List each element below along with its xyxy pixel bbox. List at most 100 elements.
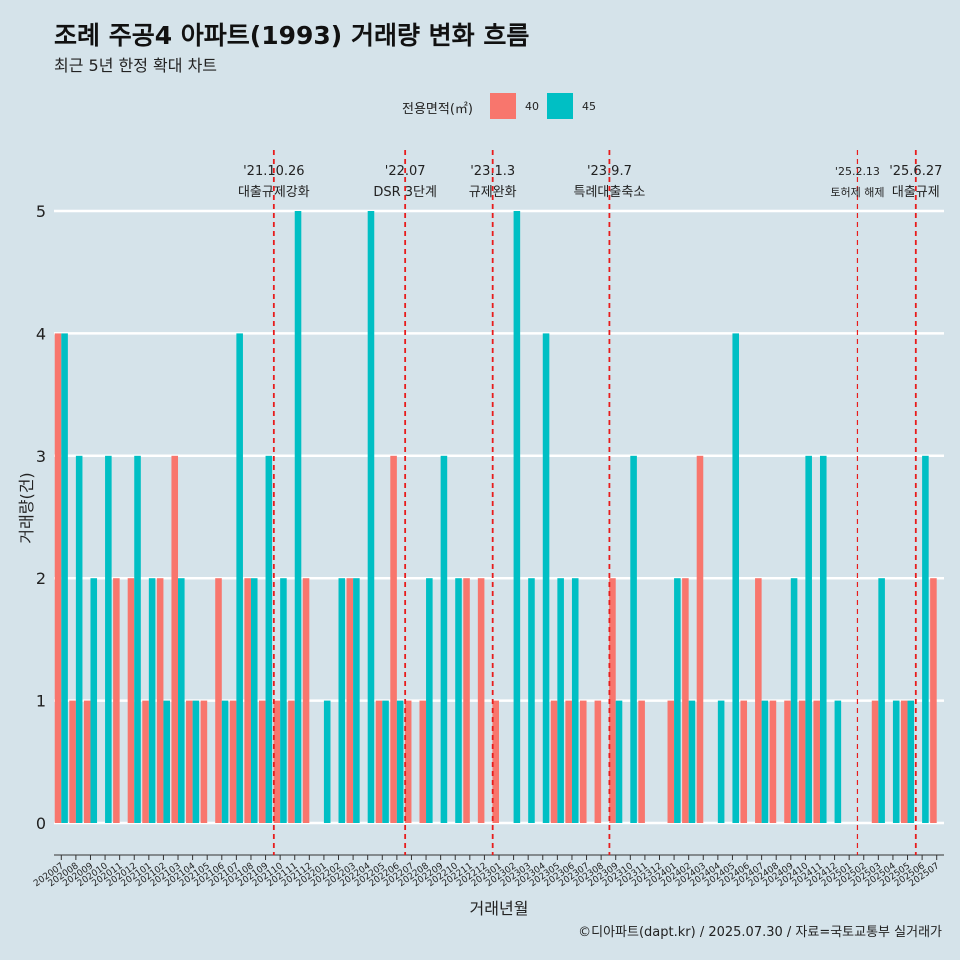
bar-45-202109 bbox=[265, 455, 273, 823]
annotation-date-202309: '23.9.7 bbox=[587, 164, 632, 179]
y-tick-label: 0 bbox=[36, 814, 46, 833]
bar-40-202409 bbox=[784, 700, 791, 823]
bar-40-202009 bbox=[83, 700, 91, 823]
bar-40-202111 bbox=[288, 700, 295, 823]
bar-40-202207 bbox=[404, 700, 412, 823]
legend-label-40: 40 bbox=[525, 100, 539, 113]
bar-40-202403 bbox=[696, 455, 704, 823]
bar-40-202301 bbox=[492, 700, 499, 823]
bar-45-202304 bbox=[542, 333, 550, 823]
annotation-label-202301: 규제완화 bbox=[469, 185, 517, 200]
bar-40-202110 bbox=[273, 700, 281, 823]
bar-45-202008 bbox=[75, 455, 83, 823]
bar-40-202205 bbox=[375, 700, 383, 823]
bar-40-202410 bbox=[798, 700, 806, 823]
y-tick-label: 3 bbox=[36, 447, 46, 466]
bar-40-202109 bbox=[258, 700, 266, 823]
bar-45-202101 bbox=[148, 578, 156, 823]
bar-45-202106 bbox=[221, 700, 229, 823]
bar-40-202306 bbox=[565, 700, 572, 823]
bar-40-202107 bbox=[229, 700, 237, 823]
bar-45-202505 bbox=[907, 700, 915, 823]
bar-45-202305 bbox=[557, 578, 564, 823]
bar-40-202011 bbox=[113, 578, 120, 823]
bar-45-202206 bbox=[396, 700, 404, 823]
bar-45-202203 bbox=[353, 578, 360, 823]
bar-40-202503 bbox=[871, 700, 879, 823]
bar-45-202409 bbox=[790, 578, 798, 823]
bar-40-202206 bbox=[390, 455, 397, 823]
bar-40-202305 bbox=[550, 700, 558, 823]
y-tick-label: 2 bbox=[36, 569, 46, 588]
bar-40-202401 bbox=[667, 700, 675, 823]
legend-title: 전용면적(㎡) bbox=[402, 102, 473, 117]
legend: 전용면적(㎡) 40 45 bbox=[0, 92, 960, 122]
bar-45-202104 bbox=[192, 700, 200, 823]
annotation-date-202207: '22.07 bbox=[385, 164, 426, 179]
bar-45-202208 bbox=[426, 578, 433, 823]
bar-40-202106 bbox=[215, 578, 222, 823]
bar-45-202210 bbox=[455, 578, 462, 823]
bar-45-202111 bbox=[294, 211, 302, 823]
bar-45-202309 bbox=[615, 700, 623, 823]
bar-40-202104 bbox=[186, 700, 193, 823]
bar-45-202402 bbox=[688, 700, 696, 823]
bar-45-202410 bbox=[805, 455, 812, 823]
bar-45-202201 bbox=[323, 700, 331, 823]
y-tick-label: 4 bbox=[36, 324, 46, 343]
annotation-label-202506: 대출규제 bbox=[892, 185, 940, 200]
bar-40-202212 bbox=[477, 578, 485, 823]
bar-40-202008 bbox=[69, 700, 76, 823]
bar-40-202101 bbox=[142, 700, 149, 823]
bar-45-202503 bbox=[878, 578, 885, 823]
bar-45-202012 bbox=[134, 455, 141, 823]
annotation-label-202502: 토허제 해제 bbox=[830, 185, 884, 199]
annotation-date-202506: '25.6.27 bbox=[889, 164, 942, 179]
bar-40-202102 bbox=[156, 578, 164, 823]
bar-40-202407 bbox=[755, 578, 762, 823]
y-tick-label: 5 bbox=[36, 202, 46, 221]
bar-40-202505 bbox=[900, 700, 908, 823]
bar-40-202012 bbox=[127, 578, 135, 823]
bar-45-202209 bbox=[440, 455, 448, 823]
bar-40-202211 bbox=[463, 578, 470, 823]
chart-title: 조례 주공4 아파트(1993) 거래량 변화 흐름 bbox=[54, 21, 530, 50]
bar-40-202108 bbox=[244, 578, 251, 823]
bar-40-202103 bbox=[171, 455, 179, 823]
bar-40-202311 bbox=[638, 700, 645, 823]
bar-45-202405 bbox=[732, 333, 740, 823]
bar-45-202404 bbox=[717, 700, 725, 823]
bar-45-202407 bbox=[761, 700, 769, 823]
bar-45-202108 bbox=[250, 578, 258, 823]
bar-40-202307 bbox=[579, 700, 587, 823]
bar-40-202507 bbox=[930, 578, 937, 823]
bar-40-202411 bbox=[813, 700, 820, 823]
chart-subtitle: 최근 5년 한정 확대 차트 bbox=[54, 56, 218, 75]
bar-40-202007 bbox=[54, 333, 62, 823]
bar-45-202007 bbox=[61, 333, 68, 823]
bar-45-202306 bbox=[571, 578, 579, 823]
bar-45-202102 bbox=[163, 700, 170, 823]
bar-45-202411 bbox=[819, 455, 827, 823]
annotation-date-202502: '25.2.13 bbox=[835, 165, 880, 178]
annotation-date-202110: '21.10.26 bbox=[243, 164, 304, 179]
annotation-label-202309: 특례대출축소 bbox=[574, 185, 646, 200]
bar-40-202308 bbox=[594, 700, 602, 823]
y-tick-label: 1 bbox=[36, 692, 46, 711]
bar-45-202412 bbox=[834, 700, 842, 823]
bar-45-202302 bbox=[513, 211, 521, 823]
bar-45-202107 bbox=[236, 333, 243, 823]
bar-40-202406 bbox=[740, 700, 748, 823]
legend-label-45: 45 bbox=[582, 100, 596, 113]
bar-45-202202 bbox=[338, 578, 346, 823]
bar-45-202401 bbox=[674, 578, 681, 823]
annotation-date-202301: '23.1.3 bbox=[470, 164, 515, 179]
bar-45-202010 bbox=[105, 455, 112, 823]
bar-45-202504 bbox=[892, 700, 900, 823]
bar-40-202208 bbox=[419, 700, 427, 823]
x-axis-title: 거래년월 bbox=[470, 899, 529, 918]
annotation-label-202207: DSR 3단계 bbox=[373, 185, 437, 200]
bar-40-202408 bbox=[769, 700, 777, 823]
y-axis-title: 거래량(건) bbox=[17, 472, 36, 543]
